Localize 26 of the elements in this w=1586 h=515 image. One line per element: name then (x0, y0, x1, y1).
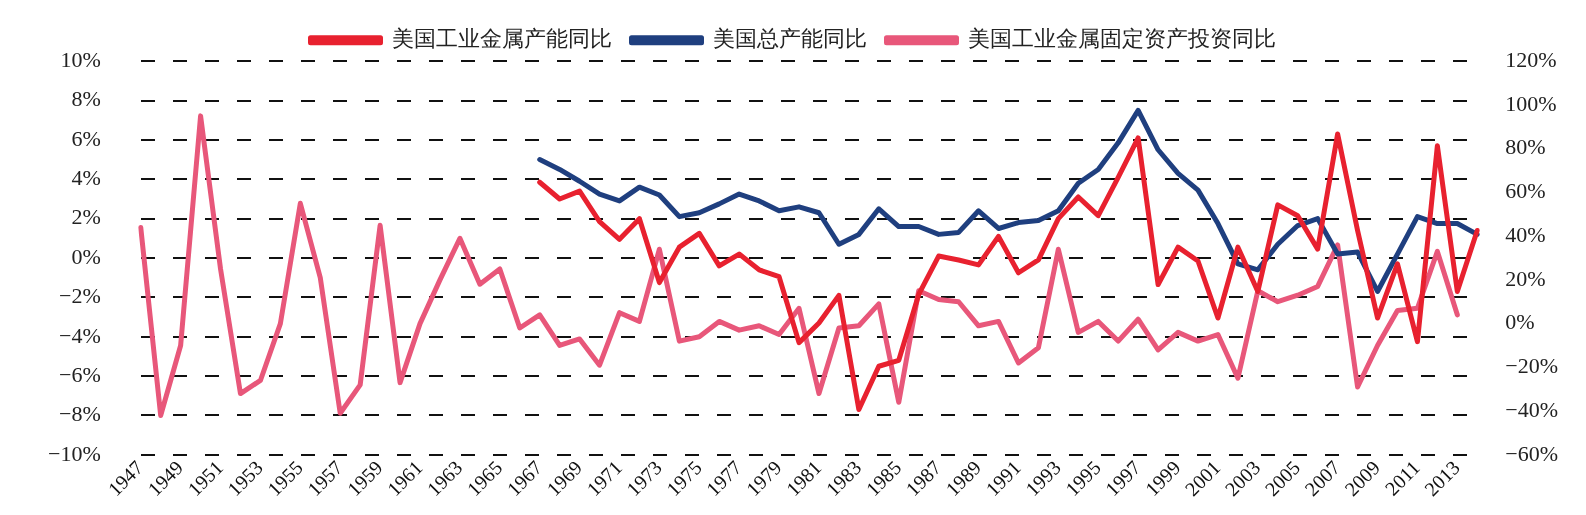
y2-tick-label: −40% (1505, 396, 1558, 422)
y-tick-label: 0% (71, 243, 101, 269)
y-tick-label: 6% (71, 125, 101, 151)
legend-label: 美国总产能同比 (712, 25, 867, 51)
y2-tick-label: 20% (1505, 265, 1546, 291)
y2-tick-label: 60% (1505, 178, 1546, 204)
legend-label: 美国工业金属产能同比 (391, 25, 612, 51)
y-tick-label: −8% (59, 401, 101, 427)
legend-label: 美国工业金属固定资产投资同比 (967, 25, 1276, 51)
y-tick-label: −6% (59, 361, 101, 387)
y2-tick-label: 80% (1505, 134, 1546, 160)
y2-tick-label: 120% (1505, 46, 1557, 72)
y-tick-label: −2% (59, 283, 101, 309)
y2-tick-label: 100% (1505, 90, 1557, 116)
y2-tick-label: −20% (1505, 353, 1558, 379)
y2-tick-label: 40% (1505, 221, 1546, 247)
y-tick-label: 10% (60, 46, 101, 72)
y-tick-label: 2% (71, 204, 101, 230)
y2-tick-label: −60% (1505, 440, 1558, 466)
y-tick-label: 4% (71, 165, 101, 191)
y-tick-label: 8% (71, 86, 101, 112)
x-tick-label: 2011 (1380, 456, 1424, 500)
x-tick-label: 1999 (1140, 456, 1185, 501)
y2-tick-label: 0% (1505, 309, 1535, 335)
y-tick-label: −4% (59, 322, 101, 348)
y-tick-label: −10% (48, 440, 101, 466)
